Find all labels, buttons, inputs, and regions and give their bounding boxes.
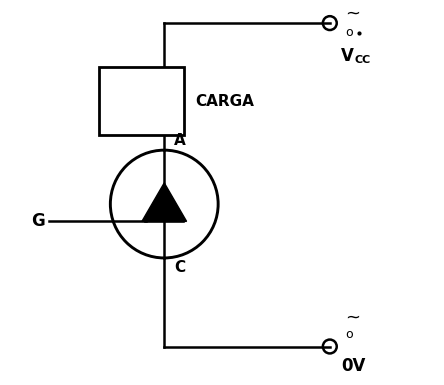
Text: o: o: [345, 328, 353, 341]
Text: A: A: [174, 133, 186, 148]
Text: CARGA: CARGA: [195, 94, 254, 109]
Text: G: G: [31, 213, 45, 230]
Bar: [99, 67, 183, 135]
Polygon shape: [142, 183, 186, 221]
Text: 0V: 0V: [341, 357, 366, 375]
Text: C: C: [174, 260, 185, 275]
Text: ~: ~: [345, 309, 360, 326]
Text: V: V: [341, 47, 354, 65]
Text: CC: CC: [355, 55, 371, 65]
Text: o: o: [345, 26, 353, 39]
Text: ~: ~: [345, 5, 360, 22]
